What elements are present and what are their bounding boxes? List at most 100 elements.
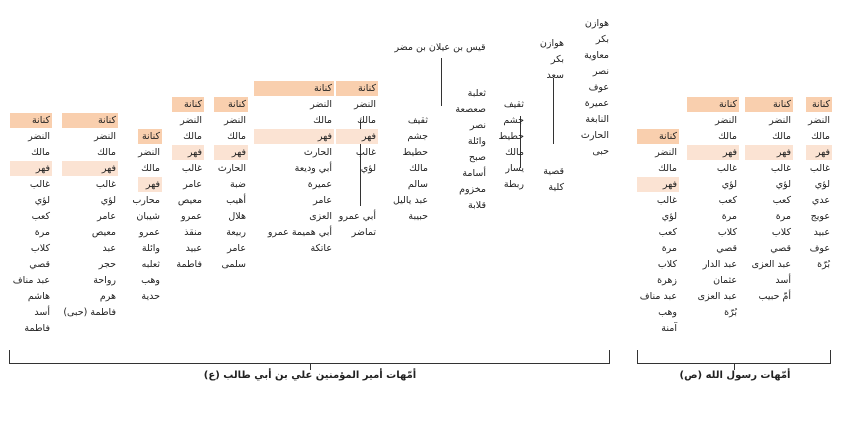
ancestor-name-cell: ثقيف xyxy=(503,99,524,110)
ancestor-name-cell: كعب xyxy=(31,211,50,222)
ancestor-name-cell: ربيعة xyxy=(226,227,246,238)
ancestor-name-cell: الحارث xyxy=(580,130,609,141)
ancestor-name-cell: هلال xyxy=(228,211,246,222)
mother-name-cell: بُرّة xyxy=(724,307,737,318)
mother-name-cell: حبيبة xyxy=(408,211,428,222)
ancestor-name-cell: مرة xyxy=(34,227,50,238)
ancestor-name-cell: لؤي xyxy=(360,163,376,174)
ancestor-name-cell: كنانة xyxy=(687,97,739,112)
ancestor-name-cell: عامر xyxy=(227,243,246,254)
ancestor-name-cell: النضر xyxy=(354,99,376,110)
ancestor-name-cell xyxy=(336,177,378,192)
ancestor-name-cell: لؤي xyxy=(814,179,830,190)
ancestor-name-cell: النابغة xyxy=(585,114,609,125)
ancestor-name-cell: كنانة xyxy=(214,97,248,112)
ancestor-name-cell: محارب xyxy=(132,195,160,206)
ancestor-name-cell: عبد مناف xyxy=(639,291,677,302)
ancestor-name-cell: أهيب xyxy=(226,195,246,206)
mother-name-cell: ربطة xyxy=(503,179,524,190)
ancestor-name-cell: لؤي xyxy=(100,195,116,206)
ancestor-name-cell: عبيد xyxy=(813,227,830,238)
prophet-mothers-bracket xyxy=(637,350,831,364)
ancestor-name-cell: كلاب xyxy=(771,227,791,238)
ancestor-name-cell: وهب xyxy=(141,275,160,286)
ancestor-name-cell: وائلة xyxy=(467,136,486,147)
prophet-mothers-caption: أمّهات رسول الله (ص) xyxy=(679,370,791,381)
ancestor-name-cell: عوف xyxy=(809,243,830,254)
ancestor-name-cell: مالك xyxy=(183,131,202,142)
ancestor-name-cell: لؤي xyxy=(721,179,737,190)
ancestor-name-cell: غالب xyxy=(355,147,376,158)
ancestor-name-cell: قصية xyxy=(543,166,564,177)
ancestor-name-cell: عبد xyxy=(102,243,116,254)
ancestor-name-cell: أبي هميمة عمرو xyxy=(267,227,332,238)
mother-name-cell: عاتكة xyxy=(310,243,332,254)
ancestor-name-cell: فهر xyxy=(745,145,793,160)
ancestor-name-cell: العزى xyxy=(309,211,332,222)
ancestor-name-cell: ثعلبه xyxy=(141,259,160,270)
ancestor-name-cell xyxy=(534,100,566,115)
ancestor-name-cell: سالم xyxy=(407,179,428,190)
ancestor-name-cell: عثمان xyxy=(713,275,737,286)
ancestor-name-cell: غالب xyxy=(181,163,202,174)
ancestor-name-cell: يسار xyxy=(505,163,524,174)
ancestor-name-cell: نصر xyxy=(592,66,609,77)
ancestor-name-cell: بكر xyxy=(550,54,564,65)
ancestor-name-cell: قصي xyxy=(29,259,50,270)
ancestor-name-cell: عامر xyxy=(313,195,332,206)
ancestor-name-cell xyxy=(534,116,566,131)
ancestor-name-cell: وائلة xyxy=(141,243,160,254)
mother-name-cell: سلمى xyxy=(221,259,246,270)
ancestor-name-cell: هوازن xyxy=(584,18,609,29)
ancestor-name-cell: الحارث xyxy=(217,163,246,174)
connector-line xyxy=(360,120,361,206)
ancestor-name-cell: رواحة xyxy=(93,275,116,286)
ancestor-name-cell: فهر xyxy=(336,129,378,144)
ancestor-name-cell: النضر xyxy=(94,131,116,142)
ancestor-name-cell: مالك xyxy=(141,163,160,174)
ancestor-name-cell: جشم xyxy=(503,115,524,126)
ancestor-name-cell: نصر xyxy=(469,120,486,131)
ancestor-name-cell: مالك xyxy=(31,147,50,158)
ancestor-name-cell xyxy=(534,84,566,99)
ancestor-name-cell xyxy=(336,193,378,208)
ancestor-name-cell: عبد ياليل xyxy=(392,195,428,206)
top-ancestor-label: قيس بن عيلان بن مضر xyxy=(394,42,486,53)
mother-name-cell: فاطمة xyxy=(176,259,202,270)
mother-name-cell: حبى xyxy=(592,146,609,157)
ancestor-name-cell: مالك xyxy=(97,147,116,158)
ancestor-name-cell: كنانة xyxy=(10,113,52,128)
ancestor-name-cell: مخزوم xyxy=(459,184,486,195)
ancestor-name-cell: فهر xyxy=(172,145,204,160)
ancestor-name-cell: النضر xyxy=(224,115,246,126)
ancestor-name-cell xyxy=(534,132,566,147)
ancestor-name-cell: أسد xyxy=(775,275,791,286)
ancestor-name-cell: فهر xyxy=(138,177,162,192)
ancestor-name-cell: أسامة xyxy=(462,168,486,179)
ancestor-name-cell: مالك xyxy=(718,131,737,142)
bracket-tick xyxy=(734,363,735,370)
mother-name-cell: بُرّة xyxy=(817,259,830,270)
ancestor-name-cell: النضر xyxy=(180,115,202,126)
ancestor-name-cell: مالك xyxy=(227,131,246,142)
ancestor-name-cell: هرم xyxy=(99,291,116,302)
ancestor-name-cell: كنانة xyxy=(172,97,204,112)
ancestor-name-cell: النضر xyxy=(310,99,332,110)
ancestor-name-cell: عامر xyxy=(183,179,202,190)
ancestor-name-cell: حجر xyxy=(98,259,116,270)
ancestor-name-cell: عمرو xyxy=(139,227,160,238)
mother-name-cell: آمنة xyxy=(661,323,677,334)
ancestor-name-cell: مرة xyxy=(661,243,677,254)
ancestor-name-cell: فهر xyxy=(806,145,832,160)
ancestor-name-cell: فهر xyxy=(62,161,118,176)
mother-name-cell: كلية xyxy=(548,182,564,193)
ancestor-name-cell: النضر xyxy=(808,115,830,126)
ancestor-name-cell: مالك xyxy=(658,163,677,174)
ancestor-name-cell: لؤي xyxy=(775,179,791,190)
ancestor-name-cell: لؤي xyxy=(661,211,677,222)
ancestor-name-cell: قصي xyxy=(716,243,737,254)
mother-name-cell: فاطمة xyxy=(24,323,50,334)
ancestor-name-cell: النضر xyxy=(769,115,791,126)
ancestor-name-cell: عوف xyxy=(588,82,609,93)
